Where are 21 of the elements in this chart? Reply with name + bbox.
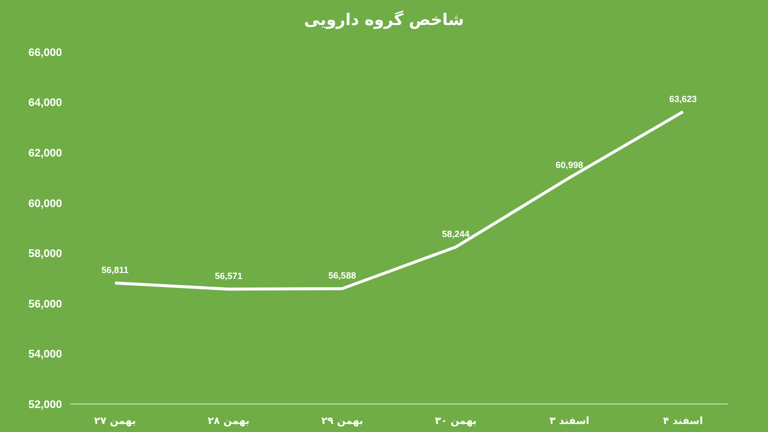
x-tick-label: ۲۸ بهمن — [208, 416, 250, 427]
data-label: 56,571 — [214, 271, 242, 282]
y-tick-label: 56,000 — [28, 298, 62, 310]
y-tick-label: 62,000 — [28, 147, 62, 160]
chart-title: شاخص گروه دارویی — [303, 10, 465, 29]
x-tick-label: ۳۰ بهمن — [434, 416, 477, 427]
x-tick-label: ۴ اسفند — [663, 416, 703, 427]
x-tick-label: ۲۷ بهمن — [94, 416, 136, 427]
y-tick-label: 64,000 — [28, 97, 62, 110]
data-label: 58,244 — [442, 229, 470, 240]
y-tick-label: 54,000 — [28, 348, 62, 361]
data-label: 63,623 — [669, 94, 697, 104]
data-label: 56,588 — [328, 270, 356, 281]
data-label: 56,811 — [101, 265, 129, 276]
y-tick-label: 52,000 — [28, 398, 62, 411]
y-tick-label: 66,000 — [28, 46, 62, 59]
x-tick-label: ۲۹ بهمن — [321, 416, 364, 427]
y-tick-label: 60,000 — [28, 198, 62, 210]
data-label: 60,998 — [556, 160, 584, 170]
y-tick-label: 58,000 — [28, 248, 62, 260]
x-tick-label: ۳ اسفند — [549, 416, 590, 427]
